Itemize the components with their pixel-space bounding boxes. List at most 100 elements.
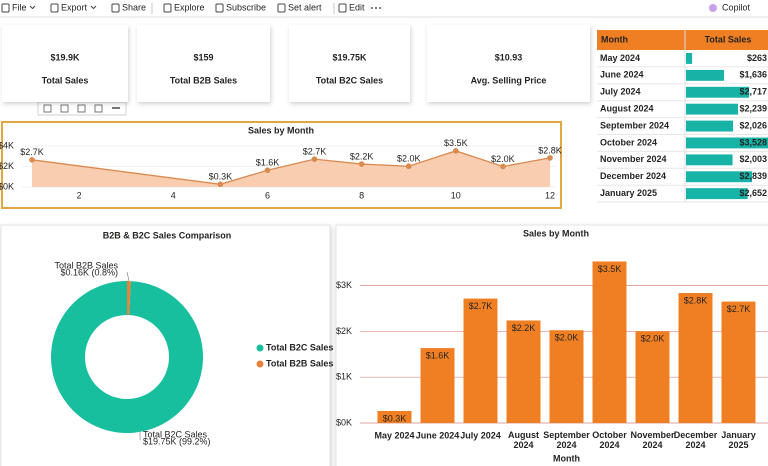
toolbar-item[interactable]: Export xyxy=(61,2,88,12)
area xyxy=(32,150,550,187)
chevron[interactable] xyxy=(90,5,97,10)
data-bar xyxy=(686,171,752,183)
bar xyxy=(506,320,541,423)
toolbar-item[interactable]: Set alert xyxy=(288,2,322,12)
data-label: $1.6K xyxy=(256,158,280,168)
value-cell: $1,636 xyxy=(739,70,767,80)
x-tick-label: 12 xyxy=(545,190,555,200)
legend-entry[interactable]: Total B2B Sales xyxy=(266,358,333,368)
copilot-icon[interactable] xyxy=(709,4,717,12)
data-bar xyxy=(686,53,693,64)
more-dot[interactable] xyxy=(379,7,381,9)
value-cell: $3,528 xyxy=(739,137,767,147)
y-tick-label: $2K xyxy=(336,326,352,336)
bar xyxy=(420,348,455,423)
icon[interactable] xyxy=(111,3,120,13)
month-cell: August 2024 xyxy=(600,104,654,114)
table-header xyxy=(597,30,768,50)
copilot[interactable]: Copilot xyxy=(722,2,751,12)
toolbar-item[interactable]: Subscribe xyxy=(226,2,266,12)
icon[interactable] xyxy=(215,3,224,13)
slice-name: Total B2B Sales xyxy=(54,260,118,270)
month-cell: December 2024 xyxy=(600,171,666,181)
toolbar-item[interactable]: Share xyxy=(122,2,146,12)
icon[interactable] xyxy=(50,3,59,13)
slice-label: $19.75K (99.2%) xyxy=(143,436,211,446)
value-cell: $263 xyxy=(747,53,767,63)
data-label: $2.0K xyxy=(555,333,579,343)
month-cell: May 2024 xyxy=(600,53,640,63)
icon[interactable] xyxy=(94,104,103,113)
kpi-card xyxy=(427,25,590,102)
icon[interactable] xyxy=(163,3,172,13)
data-label: $2.7K xyxy=(727,304,751,314)
toolbar-item[interactable]: File xyxy=(12,2,27,12)
legend-marker[interactable] xyxy=(256,360,264,368)
data-label: $2.8K xyxy=(538,145,562,155)
y-tick-label: $2K xyxy=(0,161,14,171)
y-tick-label: $1K xyxy=(336,372,352,382)
leader-line xyxy=(126,271,130,282)
x-tick-label: August 2024 xyxy=(508,430,539,450)
data-label: $2.8K xyxy=(684,295,708,305)
icon[interactable] xyxy=(77,104,86,113)
icon[interactable] xyxy=(112,107,120,109)
data-label: $3.5K xyxy=(598,264,622,274)
x-tick-label: 2 xyxy=(77,190,82,200)
kpi-label: Total B2C Sales xyxy=(316,75,383,85)
more-dot[interactable] xyxy=(375,7,377,9)
x-tick-label: September 2024 xyxy=(543,430,590,450)
toolbar-item[interactable]: Edit xyxy=(349,2,365,12)
data-label: $2.0K xyxy=(397,154,421,164)
legend-entry[interactable]: Total B2C Sales xyxy=(266,342,333,352)
data-label: $2.7K xyxy=(469,301,493,311)
kpi-card xyxy=(2,25,128,102)
data-bar xyxy=(686,86,750,98)
icon[interactable] xyxy=(338,3,347,13)
more-dot[interactable] xyxy=(371,7,373,9)
month-cell: June 2024 xyxy=(600,70,644,80)
value-cell: $2,239 xyxy=(739,104,767,114)
kpi-value: $19.9K xyxy=(50,52,80,62)
x-tick-label: 10 xyxy=(451,190,461,200)
month-cell: September 2024 xyxy=(600,120,669,130)
month-cell: July 2024 xyxy=(600,87,641,97)
toolbar-item[interactable]: Explore xyxy=(174,2,205,12)
chart-title: Sales by Month xyxy=(248,125,314,135)
x-tick-label: December 2024 xyxy=(674,430,718,450)
legend-marker[interactable] xyxy=(256,344,264,352)
x-tick-label: 4 xyxy=(171,190,176,200)
bar xyxy=(678,293,713,423)
kpi-label: Total Sales xyxy=(42,75,89,85)
icon[interactable] xyxy=(277,3,286,13)
x-tick-label: 8 xyxy=(359,190,364,200)
icon[interactable] xyxy=(1,3,10,13)
data-label: $0.3K xyxy=(209,172,233,182)
x-tick-label: October 2024 xyxy=(592,430,627,450)
data-label: $2.0K xyxy=(641,334,665,344)
x-tick-label: May 2024 xyxy=(374,430,414,440)
chart-title: Sales by Month xyxy=(523,228,589,238)
y-tick-label: $3K xyxy=(336,280,352,290)
value-cell: $2,652 xyxy=(739,188,767,198)
x-tick-label: June 2024 xyxy=(416,430,460,440)
donut-slice xyxy=(127,281,131,316)
kpi-label: Avg. Selling Price xyxy=(471,75,547,85)
data-label: $2.0K xyxy=(491,154,515,164)
data-bar xyxy=(686,69,725,81)
value-cell: $2,717 xyxy=(739,87,767,97)
kpi-card xyxy=(137,25,270,102)
y-tick-label: $0K xyxy=(336,417,352,427)
point xyxy=(311,156,318,162)
point xyxy=(547,155,553,161)
bar xyxy=(592,261,627,423)
chart-title: B2B & B2C Sales Comparison xyxy=(103,230,232,240)
icon[interactable] xyxy=(43,104,52,113)
point xyxy=(405,163,412,170)
value-cell: $2,003 xyxy=(739,154,767,164)
chevron[interactable] xyxy=(29,5,36,10)
data-bar xyxy=(686,137,768,149)
x-tick-label: November 2024 xyxy=(630,430,675,450)
icon[interactable] xyxy=(60,104,69,113)
